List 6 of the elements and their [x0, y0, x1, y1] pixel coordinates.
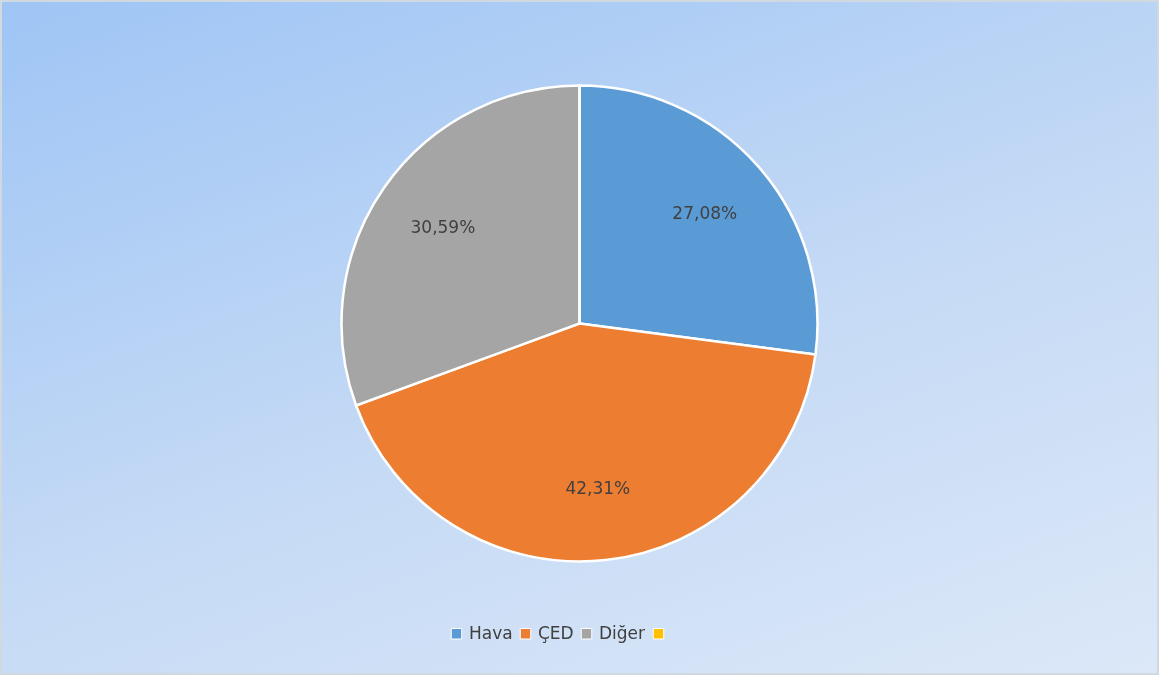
data-label: 27,08%: [672, 202, 738, 223]
legend-label: Hava: [469, 622, 513, 643]
data-label: 30,59%: [410, 217, 476, 238]
legend-label: Diğer: [599, 622, 646, 643]
data-label: 42,31%: [565, 478, 631, 499]
legend-label: ÇED: [538, 622, 574, 643]
